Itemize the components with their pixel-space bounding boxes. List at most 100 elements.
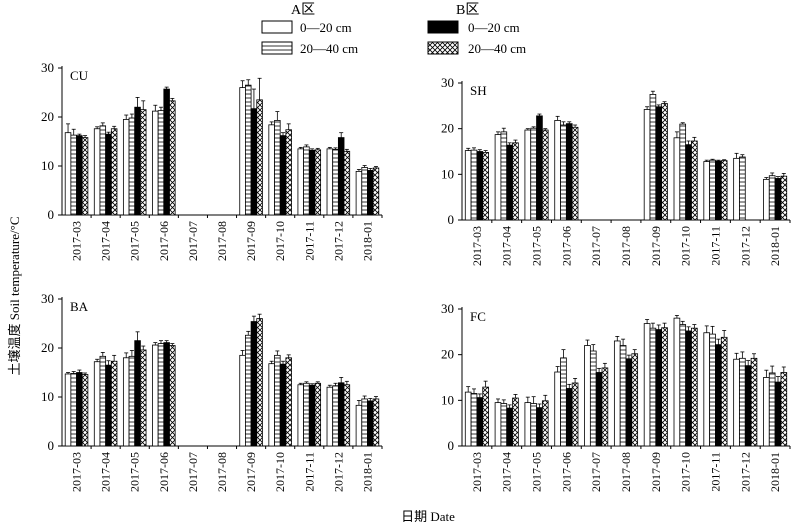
bar-b-0-20 (250, 108, 258, 216)
bar-b-0-20 (685, 144, 692, 221)
bar-b-20-40 (169, 345, 176, 447)
bar-a-20-40 (560, 357, 567, 447)
y-tick-label: 30 (441, 301, 454, 316)
x-tick-label: 2017-08 (215, 452, 229, 492)
panel-title: BA (70, 299, 89, 314)
x-tick-label: 2018-01 (360, 452, 374, 492)
bar-a-20-40 (739, 357, 746, 447)
bar-a-0-20 (554, 371, 561, 447)
bar-a-20-40 (500, 403, 508, 447)
bar-b-0-20 (685, 330, 692, 447)
x-tick-label: 2017-11 (708, 452, 722, 492)
bar-a-20-40 (709, 159, 716, 221)
bar-a-20-40 (649, 94, 657, 221)
bar-b-20-40 (110, 128, 118, 216)
bar-b-0-20 (134, 106, 141, 216)
bar-a-0-20 (584, 345, 591, 447)
bar-b-20-40 (512, 397, 519, 447)
bar-b-20-40 (139, 109, 147, 216)
bar-a-20-40 (274, 120, 281, 216)
bar-b-20-40 (691, 327, 698, 447)
legend-swatch-b-0-20 (427, 20, 459, 34)
figure-ylabel: 土壤温度 Soil temperature/°C (7, 216, 22, 375)
bar-a-0-20 (464, 150, 472, 221)
x-tick-label: 2017-12 (738, 226, 752, 266)
x-tick-label: 2018-01 (768, 452, 782, 492)
bar-b-0-20 (625, 358, 633, 447)
x-tick-label: 2017-08 (619, 452, 633, 492)
bar-b-20-40 (661, 103, 668, 221)
legend-group-b-title: B区 (456, 2, 479, 18)
bar-b-20-40 (750, 357, 758, 447)
bar-a-0-20 (297, 148, 305, 216)
bar-a-20-40 (157, 110, 165, 216)
x-tick-label: 2017-04 (500, 226, 514, 266)
bar-a-20-40 (157, 343, 165, 447)
y-tick-label: 20 (41, 340, 54, 355)
bar-b-20-40 (780, 372, 788, 447)
bar-b-0-20 (367, 170, 374, 216)
bar-a-20-40 (99, 355, 107, 447)
bar-b-20-40 (780, 175, 788, 221)
bar-b-0-20 (744, 365, 752, 447)
bar-b-20-40 (343, 384, 351, 447)
bar-a-20-40 (739, 156, 746, 221)
bar-a-0-20 (673, 137, 681, 221)
x-tick-label: 2017-05 (128, 452, 142, 492)
y-tick-label: 20 (441, 347, 454, 362)
x-tick-label: 2017-12 (331, 221, 345, 261)
bar-b-20-40 (571, 382, 579, 447)
bar-b-20-40 (256, 99, 263, 216)
x-tick-label: 2017-11 (708, 226, 722, 266)
bar-b-20-40 (541, 129, 549, 221)
bar-b-0-20 (506, 144, 513, 221)
bar-b-0-20 (308, 149, 316, 216)
bar-a-0-20 (524, 402, 532, 447)
x-tick-label: 2017-03 (470, 226, 484, 266)
bar-b-20-40 (512, 142, 519, 221)
bar-b-20-40 (541, 400, 549, 447)
bar-b-20-40 (285, 129, 292, 216)
bar-b-20-40 (631, 353, 639, 447)
x-tick-label: 2017-06 (157, 221, 171, 261)
bar-b-20-40 (81, 374, 89, 447)
bar-a-0-20 (239, 87, 246, 216)
bar-a-0-20 (297, 384, 305, 447)
bar-a-20-40 (768, 175, 776, 221)
bar-a-20-40 (768, 372, 776, 447)
bar-b-0-20 (367, 400, 374, 447)
legend-group-a-title: A区 (291, 2, 315, 18)
bar-b-0-20 (655, 329, 663, 447)
y-tick-label: 10 (441, 392, 454, 407)
bar-b-20-40 (720, 160, 728, 221)
bar-a-0-20 (673, 317, 681, 447)
panel-title: FC (470, 309, 486, 324)
bar-a-0-20 (152, 110, 159, 216)
panel-ba: 0 10 20 30 BA 2017-03 2017-04 2017-05 2017-06 201… (41, 291, 383, 492)
bar-b-0-20 (476, 151, 484, 221)
bar-b-0-20 (163, 88, 170, 216)
bar-a-20-40 (470, 393, 478, 447)
bar-a-0-20 (613, 340, 621, 447)
bar-a-0-20 (64, 132, 72, 216)
bar-a-0-20 (643, 109, 651, 221)
legend-label-b-0-20: 0—20 cm (468, 20, 520, 35)
y-tick-label: 0 (448, 438, 455, 453)
y-tick-label: 10 (41, 158, 54, 173)
bar-b-0-20 (655, 106, 663, 221)
bar-b-0-20 (476, 397, 484, 447)
bar-b-0-20 (337, 382, 345, 447)
bar-a-20-40 (303, 382, 310, 447)
x-tick-label: 2017-10 (679, 452, 693, 492)
bar-a-20-40 (589, 350, 597, 447)
bar-a-20-40 (500, 131, 508, 221)
y-tick-label: 10 (441, 166, 454, 181)
x-tick-label: 2017-08 (215, 221, 229, 261)
bar-a-20-40 (530, 127, 537, 221)
bar-a-20-40 (274, 354, 281, 447)
panel-title: CU (70, 68, 89, 83)
bar-a-20-40 (470, 149, 478, 221)
x-tick-label: 2017-05 (128, 221, 142, 261)
bar-b-20-40 (372, 398, 380, 447)
